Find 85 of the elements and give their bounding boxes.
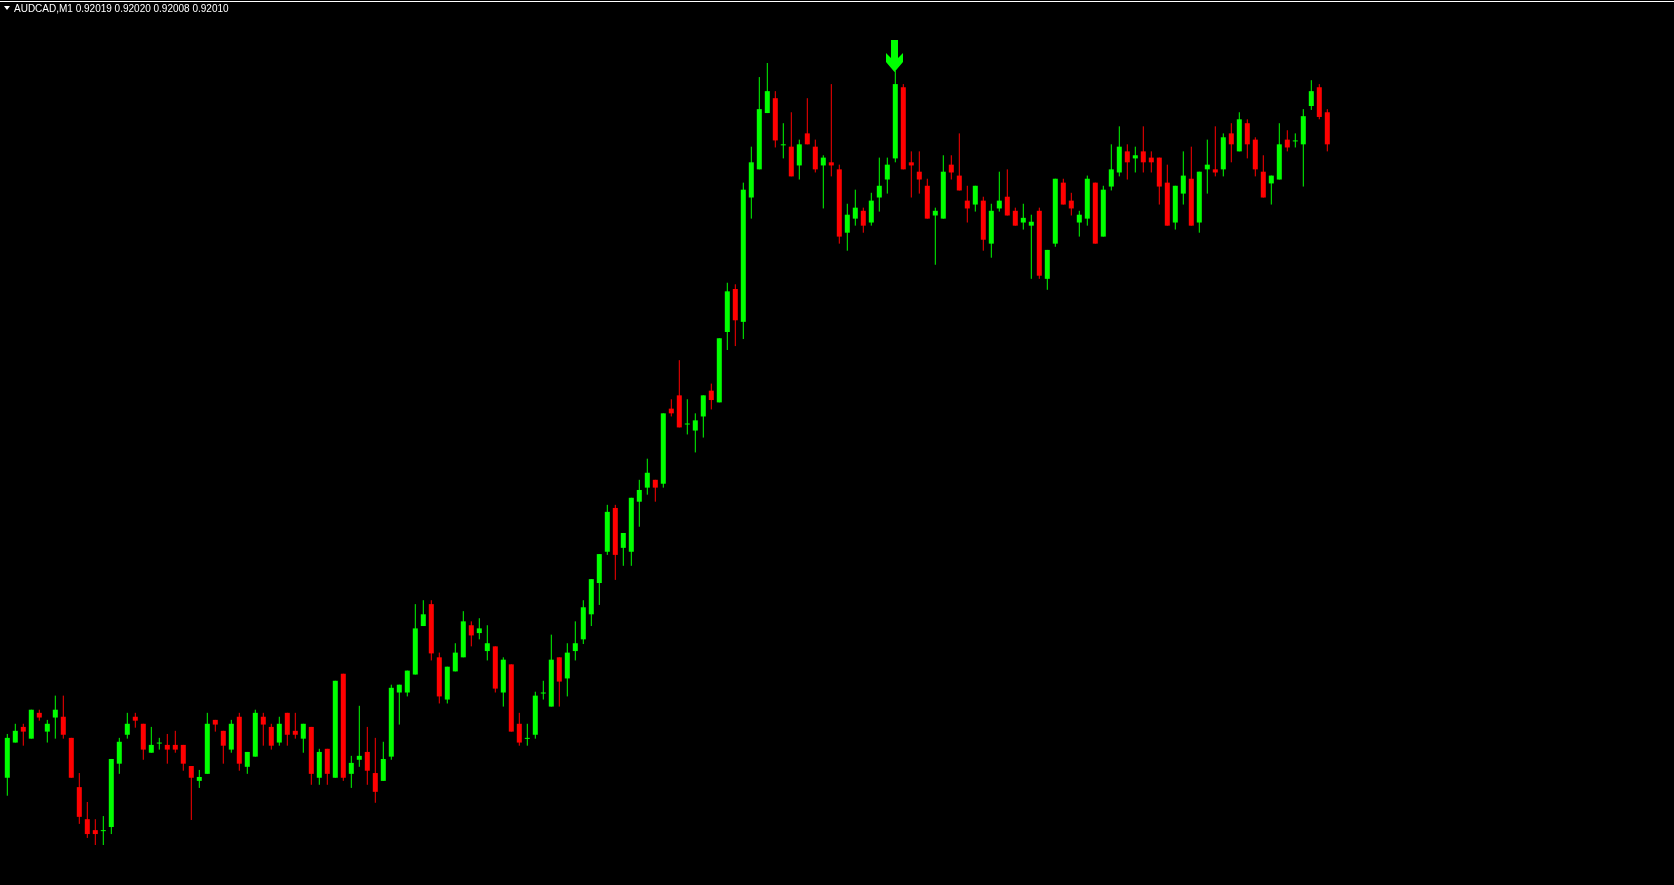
candlestick <box>476 617 482 640</box>
candlestick <box>220 730 226 765</box>
candlestick <box>180 744 186 772</box>
chart-title: AUDCAD,M1 0.92019 0.92020 0.92008 0.92010 <box>14 3 230 14</box>
candlestick <box>1076 210 1082 238</box>
candlestick <box>916 150 922 195</box>
candlestick <box>948 154 954 181</box>
candlestick <box>1068 192 1074 216</box>
candlestick <box>84 801 90 839</box>
candlestick <box>884 157 890 195</box>
candlestick <box>1308 79 1314 111</box>
candlestick <box>1060 178 1066 206</box>
candlestick <box>764 62 770 114</box>
candlestick <box>348 755 354 789</box>
candlestick <box>148 726 154 754</box>
candlestick <box>20 723 26 747</box>
candlestick <box>700 394 706 439</box>
candlestick <box>1140 125 1146 173</box>
candlestick <box>116 737 122 775</box>
candlestick <box>420 599 426 627</box>
candlestick <box>852 189 858 227</box>
candlestick <box>260 712 266 747</box>
candlestick <box>1124 143 1130 181</box>
candlestick <box>124 712 130 740</box>
candlestick <box>996 171 1002 213</box>
candlestick <box>524 723 530 747</box>
candlestick <box>812 139 818 173</box>
candlestick <box>1244 118 1250 159</box>
candlestick <box>620 532 626 567</box>
candlestick <box>300 723 306 754</box>
candlestick <box>404 670 410 697</box>
candlestick <box>172 730 178 754</box>
candlestick <box>636 479 642 528</box>
candlestick <box>1268 175 1274 206</box>
candlestick <box>164 733 170 765</box>
candlestick <box>572 620 578 661</box>
candlestick <box>484 624 490 661</box>
candlestick <box>1108 143 1114 191</box>
candlestick <box>364 726 370 786</box>
candlestick <box>796 139 802 181</box>
candlestick <box>868 192 874 227</box>
candlestick <box>452 642 458 672</box>
candlestick <box>540 680 546 701</box>
candlestick <box>860 207 866 234</box>
candlestick <box>92 818 98 846</box>
candlestick <box>268 723 274 751</box>
candlestick <box>188 765 194 821</box>
candlestick <box>708 383 714 410</box>
candlestick <box>292 712 298 740</box>
candlestick <box>468 620 474 647</box>
candlestick <box>380 741 386 782</box>
candlestick <box>964 185 970 224</box>
candlestick <box>1284 129 1290 152</box>
candlestick <box>876 157 882 213</box>
candlestick <box>1292 132 1298 148</box>
candlestick <box>1028 214 1034 280</box>
candlestick <box>1180 150 1186 206</box>
candlestick <box>44 719 50 744</box>
candlestick <box>516 712 522 747</box>
candlestick <box>396 684 402 726</box>
candlestick <box>804 97 810 145</box>
candlestick <box>276 716 282 747</box>
candlestick <box>372 737 378 804</box>
candlestick <box>1228 122 1234 163</box>
candlestick <box>644 458 650 496</box>
candlestick <box>780 122 786 159</box>
candlestick <box>1132 146 1138 173</box>
candlestick <box>100 815 106 846</box>
candlestick <box>12 723 18 744</box>
candlestick <box>908 150 914 198</box>
candlestick <box>284 712 290 747</box>
candlestick <box>1004 168 1010 216</box>
candlestick <box>820 154 826 209</box>
candlestick <box>956 132 962 191</box>
candlestick <box>60 695 66 740</box>
candlestick <box>156 737 162 751</box>
candlestick <box>828 83 834 177</box>
candlestick <box>356 705 362 768</box>
candlestick <box>1020 203 1026 231</box>
candlestick <box>692 412 698 453</box>
candlestick <box>1212 125 1218 177</box>
candlestick <box>844 203 850 252</box>
candlestick <box>52 695 58 740</box>
candlestick <box>684 398 690 435</box>
candlestick <box>972 185 978 213</box>
